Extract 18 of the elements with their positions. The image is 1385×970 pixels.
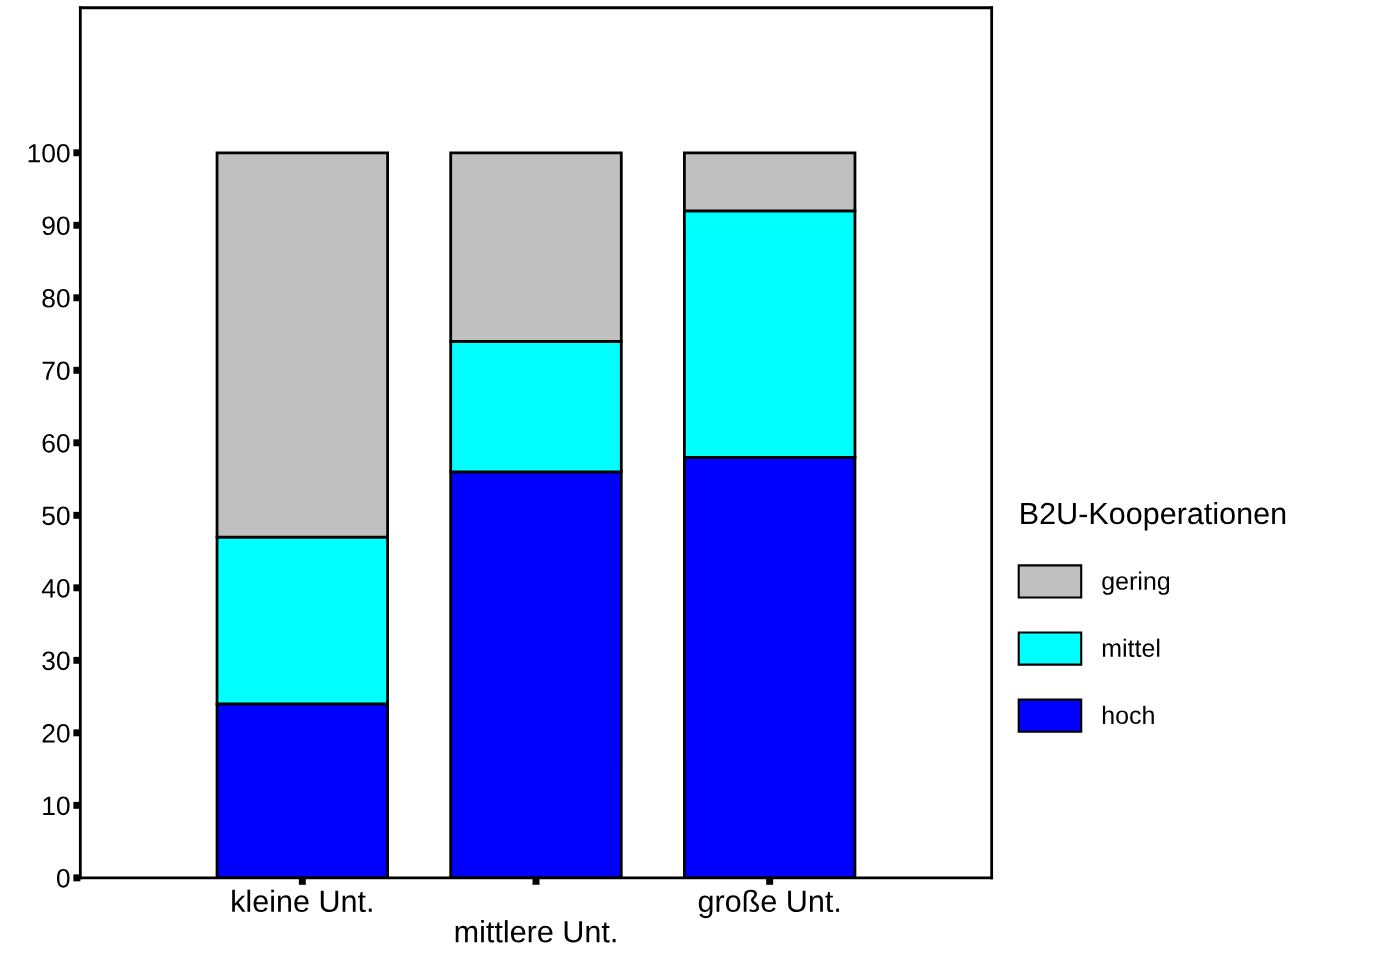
y-tick-label: 40 xyxy=(41,578,70,598)
x-tick-label: große Unt. xyxy=(698,889,840,919)
y-tick-label: 50 xyxy=(42,506,70,526)
y-tick-label: 80 xyxy=(42,288,70,308)
legend-label: mittel xyxy=(1102,638,1160,657)
legend-label: gering xyxy=(1102,571,1170,595)
legend-title: B2U-Kooperationen xyxy=(1021,501,1286,531)
y-tick-label: 70 xyxy=(42,361,70,381)
y-tick-label: 10 xyxy=(43,796,70,816)
y-tick-label: 60 xyxy=(42,433,70,453)
y-tick-label: 30 xyxy=(42,651,70,671)
y-tick-label: 100 xyxy=(28,143,70,163)
legend-label: hoch xyxy=(1102,705,1154,725)
x-tick-label: mittlere Unt. xyxy=(455,920,616,943)
y-tick-label: 20 xyxy=(42,723,70,743)
x-tick-label: kleine Unt. xyxy=(232,889,372,913)
y-tick-label: 0 xyxy=(56,868,70,888)
y-tick-label: 90 xyxy=(42,216,70,236)
